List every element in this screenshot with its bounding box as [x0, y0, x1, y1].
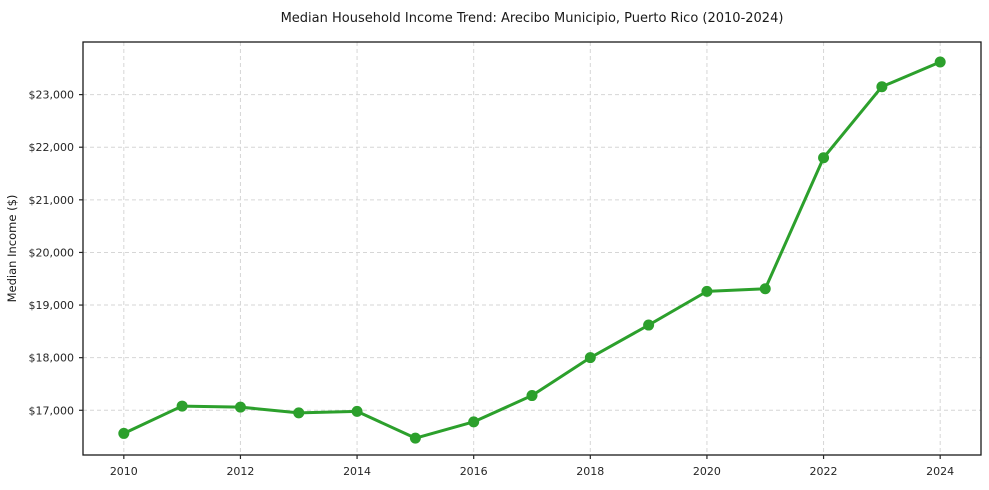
chart-title: Median Household Income Trend: Arecibo M… [281, 11, 784, 26]
trend-line [122, 60, 942, 440]
plot-border [82, 41, 982, 456]
x-tick-label: 2014 [343, 465, 371, 478]
data-point-2022 [818, 152, 830, 164]
data-point-2016 [468, 416, 480, 428]
data-point-2013 [293, 407, 305, 419]
x-tick-label: 2018 [576, 465, 604, 478]
y-tick-label: $23,000 [29, 89, 75, 102]
data-point-2011 [176, 400, 188, 412]
grid-layer [83, 42, 981, 455]
y-axis-label: Median Income ($) [5, 195, 19, 303]
data-point-2023 [876, 81, 888, 93]
x-tick-label: 2024 [926, 465, 954, 478]
y-tick-label: $19,000 [29, 299, 75, 312]
y-tick-label: $21,000 [29, 194, 75, 207]
x-tick-label: 2010 [110, 465, 138, 478]
data-point-2017 [526, 390, 538, 402]
x-tick-label: 2022 [810, 465, 838, 478]
y-tick-label: $17,000 [29, 404, 75, 417]
x-tick-label: 2016 [460, 465, 488, 478]
y-tick-label: $20,000 [29, 246, 75, 259]
data-point-2021 [759, 283, 771, 295]
data-point-2018 [584, 352, 596, 364]
data-point-2012 [234, 401, 246, 413]
y-tick-label: $22,000 [29, 141, 75, 154]
data-point-2014 [351, 405, 363, 417]
data-point-2019 [643, 319, 655, 331]
x-tick-label: 2020 [693, 465, 721, 478]
y-tick-label: $18,000 [29, 352, 75, 365]
data-point-2024 [934, 56, 946, 68]
line-series-layer [118, 56, 946, 444]
data-point-2020 [701, 285, 713, 297]
data-point-2015 [409, 432, 421, 444]
data-point-2010 [118, 427, 130, 439]
x-tick-label: 2012 [226, 465, 254, 478]
axes-layer: 2010 2012 2014 2016 2018 2020 2022 2024 $17,000 $… [29, 41, 982, 478]
